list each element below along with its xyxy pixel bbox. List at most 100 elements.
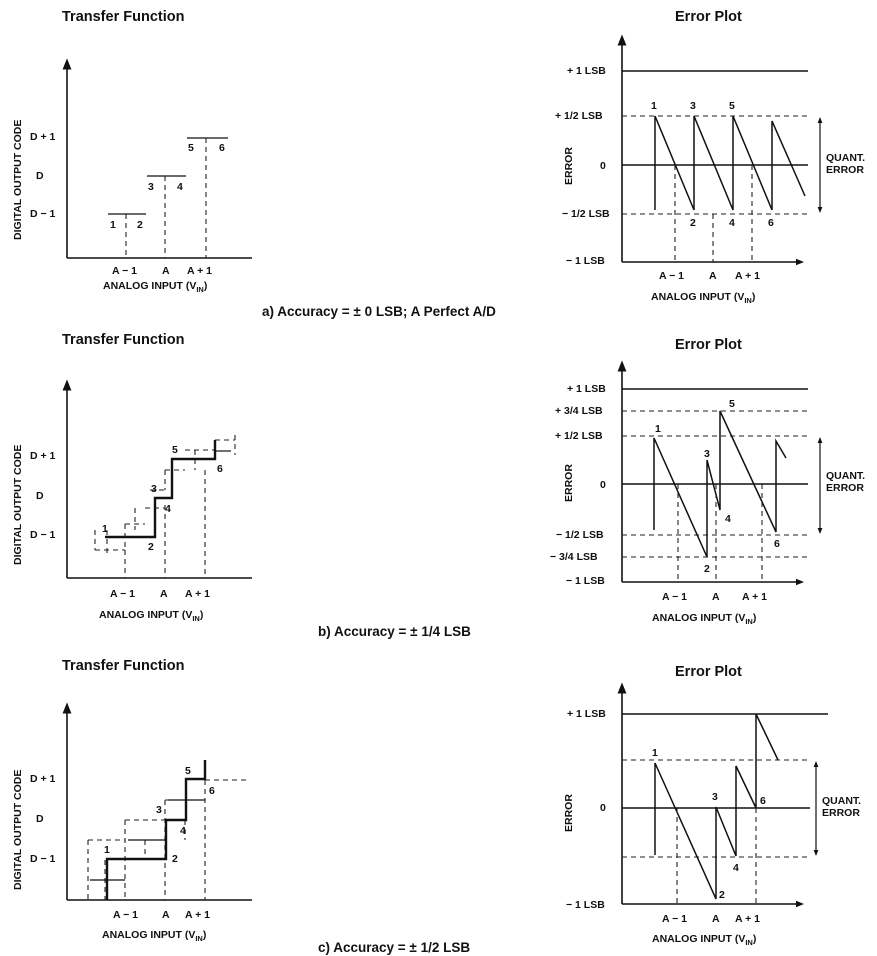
transfer-function-b: Transfer Function DIGITAL OUTPUT CODE D …: [12, 332, 252, 623]
point-label: 4: [180, 825, 186, 837]
point-label: 2: [137, 219, 143, 231]
point-label: 3: [156, 804, 162, 816]
point-label: 2: [719, 889, 725, 901]
point-label: 3: [148, 181, 154, 193]
y-tick-label: + 3/4 LSB: [555, 405, 603, 417]
x-tick-label: A + 1: [185, 909, 210, 921]
x-axis-label: ANALOG INPUT (VIN): [652, 933, 756, 947]
y-tick-label: 0: [600, 479, 606, 491]
y-axis-label: ERROR: [563, 794, 575, 832]
x-tick-label: A + 1: [187, 265, 212, 277]
point-label: 2: [690, 217, 696, 229]
y-tick-label: D + 1: [30, 131, 56, 143]
caption-c: c) Accuracy = ± 1/2 LSB: [318, 940, 470, 955]
x-axis-label: ANALOG INPUT (VIN): [652, 612, 756, 626]
y-tick-label: D + 1: [30, 450, 56, 462]
x-tick-label: A: [712, 591, 720, 603]
y-axis-label: ERROR: [563, 464, 575, 502]
point-label: 2: [704, 563, 710, 575]
y-tick-label: + 1 LSB: [567, 383, 606, 395]
error-sawtooth: [654, 115, 806, 211]
panel-a: Transfer Function DIGITAL OUTPUT CODE D …: [12, 9, 865, 319]
quant-label: QUANT.: [826, 152, 865, 164]
point-label: 4: [733, 862, 739, 874]
y-axis-label: DIGITAL OUTPUT CODE: [12, 445, 24, 565]
point-label: 5: [172, 444, 178, 456]
point-label: 1: [655, 423, 661, 435]
point-label: 4: [165, 503, 171, 515]
x-tick-label: A: [712, 913, 720, 925]
point-label: 6: [209, 785, 215, 797]
y-tick-label: + 1/2 LSB: [555, 110, 603, 122]
point-label: 6: [768, 217, 774, 229]
actual-transfer-staircase: [105, 440, 217, 539]
actual-transfer-staircase: [105, 760, 207, 900]
point-label: 2: [148, 541, 154, 553]
x-tick-label: A − 1: [110, 588, 135, 600]
x-tick-label: A + 1: [742, 591, 767, 603]
x-tick-label: A: [160, 588, 168, 600]
point-label: 3: [704, 448, 710, 460]
caption-a: a) Accuracy = ± 0 LSB; A Perfect A/D: [262, 304, 496, 319]
x-tick-label: A + 1: [185, 588, 210, 600]
y-tick-label: − 3/4 LSB: [550, 551, 598, 563]
quant-label: QUANT.: [822, 795, 861, 807]
y-tick-label: D − 1: [30, 208, 56, 220]
error-title: Error Plot: [675, 664, 742, 680]
point-label: 4: [725, 513, 731, 525]
y-tick-label: − 1 LSB: [566, 575, 605, 587]
y-axis-label: DIGITAL OUTPUT CODE: [12, 120, 24, 240]
transfer-title: Transfer Function: [62, 658, 184, 674]
y-tick-label: − 1 LSB: [566, 255, 605, 267]
point-label: 6: [219, 142, 225, 154]
error-sawtooth: [654, 713, 779, 900]
error-plot-a: Error Plot ERROR + 1 LSB + 1/2 LSB 0 − 1…: [555, 9, 865, 305]
point-label: 4: [729, 217, 735, 229]
point-label: 5: [188, 142, 194, 154]
x-tick-label: A − 1: [662, 913, 687, 925]
y-tick-label: + 1/2 LSB: [555, 430, 603, 442]
caption-b: b) Accuracy = ± 1/4 LSB: [318, 624, 471, 639]
y-tick-label: 0: [600, 160, 606, 172]
x-tick-label: A − 1: [662, 591, 687, 603]
y-axis-label: ERROR: [563, 147, 575, 185]
y-tick-label: D + 1: [30, 773, 56, 785]
point-label: 6: [760, 795, 766, 807]
x-axis-label: ANALOG INPUT (VIN): [99, 609, 203, 623]
y-tick-label: − 1 LSB: [566, 899, 605, 911]
y-tick-label: 0: [600, 802, 606, 814]
point-label: 6: [774, 538, 780, 550]
point-label: 4: [177, 181, 183, 193]
panel-b: Transfer Function DIGITAL OUTPUT CODE D …: [12, 332, 865, 639]
point-label: 1: [102, 523, 108, 535]
point-label: 3: [690, 100, 696, 112]
y-tick-label: D − 1: [30, 853, 56, 865]
quant-label: QUANT.: [826, 470, 865, 482]
x-tick-label: A + 1: [735, 913, 760, 925]
transfer-title: Transfer Function: [62, 332, 184, 348]
point-label: 6: [217, 463, 223, 475]
transfer-function-a: Transfer Function DIGITAL OUTPUT CODE D …: [12, 9, 252, 294]
point-label: 3: [151, 483, 157, 495]
point-label: 5: [729, 398, 735, 410]
error-title: Error Plot: [675, 337, 742, 353]
x-tick-label: A: [162, 909, 170, 921]
x-axis-label: ANALOG INPUT (VIN): [103, 280, 207, 294]
y-tick-label: + 1 LSB: [567, 708, 606, 720]
error-sawtooth: [653, 410, 787, 558]
error-plot-b: Error Plot ERROR + 1 LSB + 3/4 LSB + 1/2…: [550, 337, 865, 626]
y-tick-label: D: [36, 490, 44, 502]
ideal-error-band: [87, 779, 250, 900]
x-tick-label: A: [162, 265, 170, 277]
y-tick-label: − 1/2 LSB: [556, 529, 604, 541]
point-label: 5: [729, 100, 735, 112]
transfer-function-c: Transfer Function DIGITAL OUTPUT CODE D …: [12, 658, 252, 943]
y-tick-label: D − 1: [30, 529, 56, 541]
point-label: 1: [110, 219, 116, 231]
error-plot-c: Error Plot ERROR + 1 LSB 0 − 1 LSB 1 2 3…: [563, 664, 861, 947]
x-axis-label: ANALOG INPUT (VIN): [102, 929, 206, 943]
x-tick-label: A: [709, 270, 717, 282]
x-tick-label: A − 1: [112, 265, 137, 277]
x-axis-label: ANALOG INPUT (VIN): [651, 291, 755, 305]
